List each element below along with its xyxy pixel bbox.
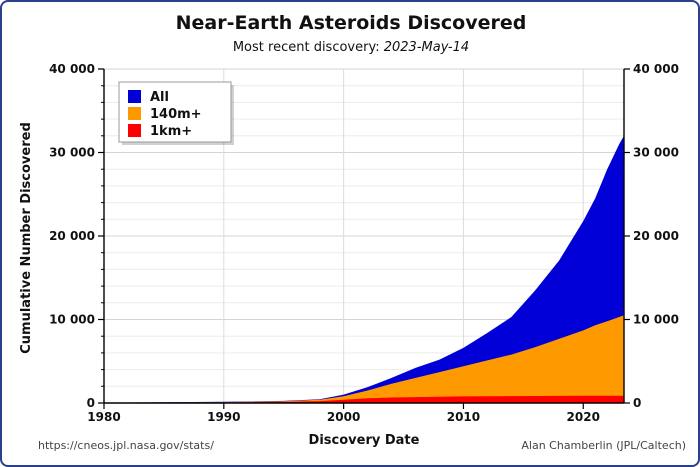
y-axis-label: Cumulative Number Discovered xyxy=(19,122,34,354)
legend-label: All xyxy=(150,90,169,105)
x-tick-label: 1990 xyxy=(207,410,240,424)
y-tick-label-left: 20 000 xyxy=(49,229,95,243)
area-140m- xyxy=(104,315,624,403)
subtitle-prefix: Most recent discovery: xyxy=(233,40,384,55)
y-tick-label-right: 20 000 xyxy=(633,229,679,243)
subtitle-date: 2023-May-14 xyxy=(384,40,469,55)
y-tick-label-right: 0 xyxy=(633,396,641,410)
legend-label: 1km+ xyxy=(150,124,192,139)
x-axis-label: Discovery Date xyxy=(309,433,420,448)
legend-label: 140m+ xyxy=(150,107,202,122)
source-url: https://cneos.jpl.nasa.gov/stats/ xyxy=(38,439,214,452)
legend-swatch xyxy=(128,107,141,120)
x-tick-label: 2000 xyxy=(327,410,360,424)
y-tick-label-left: 10 000 xyxy=(49,313,95,327)
legend-swatch xyxy=(128,124,141,137)
legend: All 140m+ 1km+ xyxy=(118,81,234,145)
x-tick-label: 1980 xyxy=(87,410,120,424)
x-tick-label: 2020 xyxy=(567,410,600,424)
y-tick-label-left: 0 xyxy=(87,396,95,410)
y-tick-label-left: 40 000 xyxy=(49,62,95,76)
y-tick-label-right: 40 000 xyxy=(633,62,679,76)
area-all xyxy=(104,135,624,404)
axes: 0 0 10 000 10 000 20 000 20 000 30 000 30 000 40… xyxy=(49,62,679,424)
chart-subtitle: Most recent discovery: 2023-May-14 xyxy=(233,40,469,55)
chart-title: Near-Earth Asteroids Discovered xyxy=(176,12,527,34)
credit-text: Alan Chamberlin (JPL/Caltech) xyxy=(521,439,686,452)
x-tick-label: 2010 xyxy=(447,410,480,424)
y-tick-label-right: 10 000 xyxy=(633,313,679,327)
legend-swatch xyxy=(128,90,141,103)
y-tick-label-right: 30 000 xyxy=(633,146,679,160)
plot-areas xyxy=(104,135,624,404)
area-1km- xyxy=(104,395,624,403)
y-tick-label-left: 30 000 xyxy=(49,146,95,160)
